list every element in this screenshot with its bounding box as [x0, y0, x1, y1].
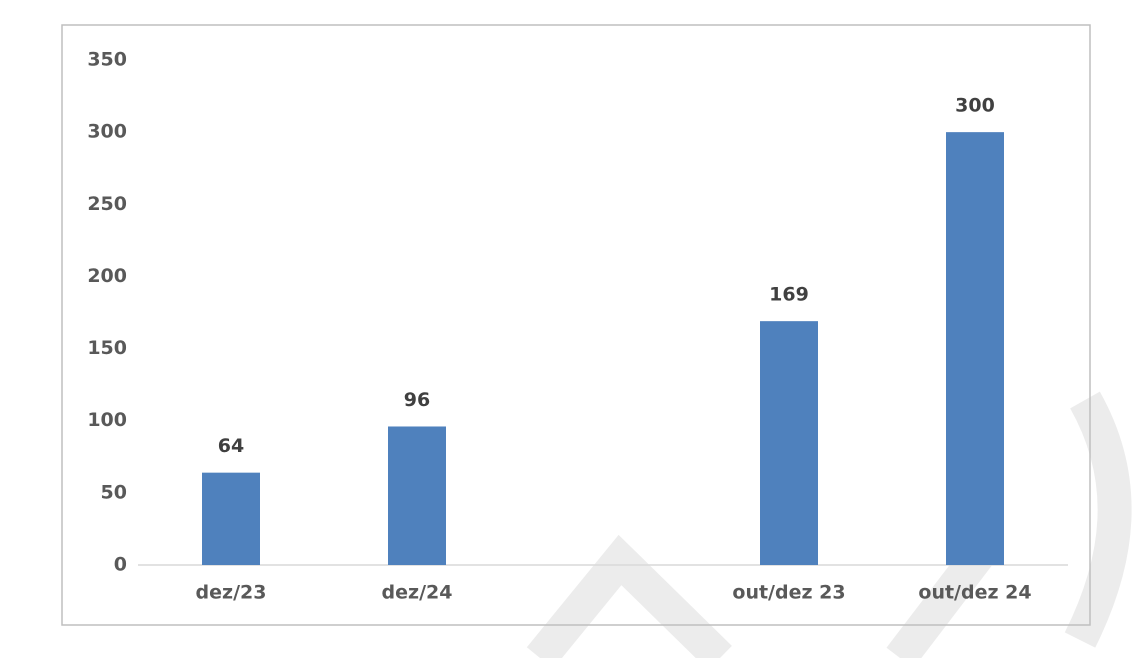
y-tick-label: 50	[101, 481, 127, 503]
x-tick-label: dez/23	[196, 582, 267, 604]
chart-border	[61, 24, 1091, 626]
data-label: 300	[955, 95, 995, 117]
bar	[946, 132, 1004, 565]
watermark-stroke	[1064, 391, 1132, 648]
x-tick-label: dez/24	[382, 582, 453, 604]
bar	[388, 426, 446, 565]
watermark	[526, 391, 1132, 658]
bar	[760, 321, 818, 565]
y-tick-label: 0	[114, 554, 127, 576]
data-label: 169	[769, 284, 809, 306]
y-tick-label: 150	[87, 337, 127, 359]
y-tick-label: 250	[87, 193, 127, 215]
bar	[202, 472, 260, 565]
data-label: 96	[404, 389, 430, 411]
data-label: 64	[218, 435, 244, 457]
y-tick-label: 200	[87, 265, 127, 287]
y-tick-label: 350	[87, 49, 127, 71]
y-tick-label: 100	[87, 409, 127, 431]
x-tick-label: out/dez 24	[918, 582, 1031, 604]
x-tick-label: out/dez 23	[732, 582, 845, 604]
y-tick-label: 300	[87, 121, 127, 143]
watermark-stroke	[526, 534, 732, 658]
